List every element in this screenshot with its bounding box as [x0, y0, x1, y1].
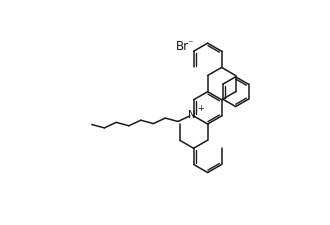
Text: ⁻: ⁻: [187, 40, 193, 50]
Text: +: +: [197, 104, 204, 113]
Text: N: N: [188, 110, 196, 120]
Text: Br: Br: [176, 40, 189, 53]
